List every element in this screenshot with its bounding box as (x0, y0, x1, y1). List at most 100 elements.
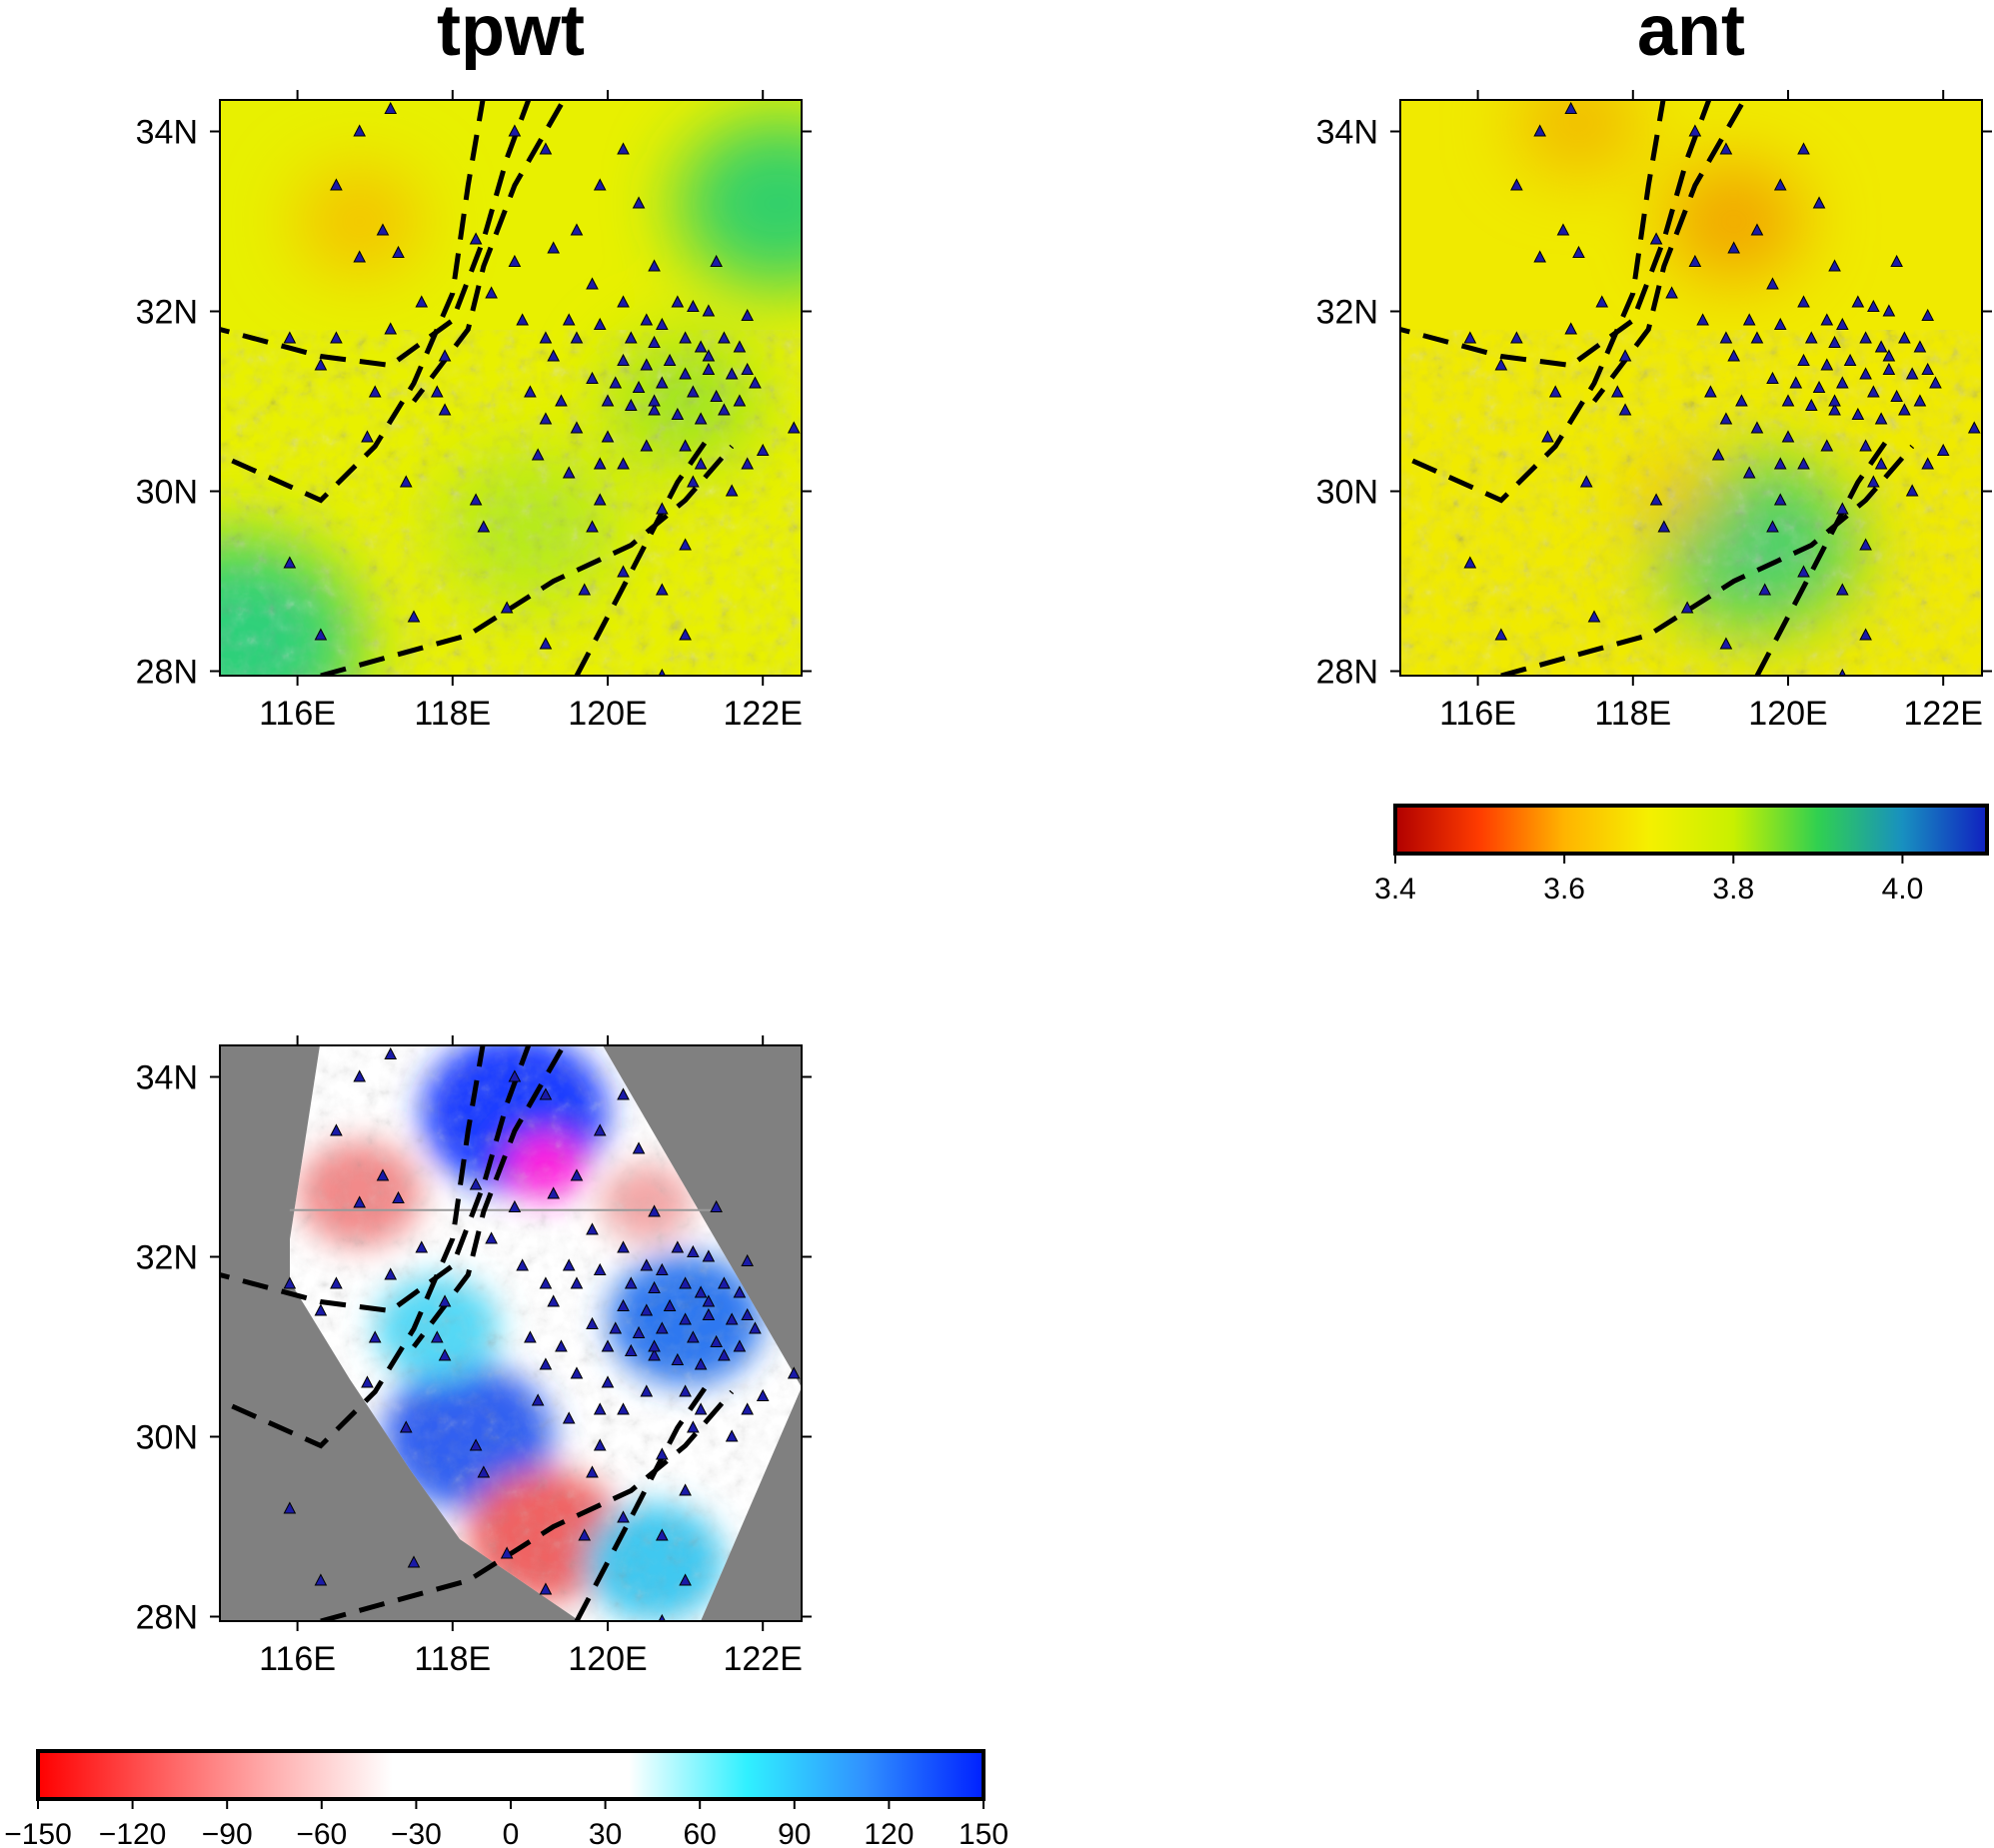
station-triangle-icon (663, 353, 677, 366)
map-panel-ant: ant 116E 118E 120E 122E 34N 32N 30N 28N (1316, 0, 1992, 733)
colorbar-difference: −150 −120 −90 −60 −30 0 30 60 90 120 150 (4, 1749, 1008, 1848)
station-triangle-icon (586, 1222, 599, 1235)
station-triangle-icon (1898, 331, 1911, 344)
station-triangle-icon (353, 124, 367, 137)
station-triangle-icon (500, 601, 514, 614)
station-triangle-icon (539, 1357, 553, 1370)
colorbar-tick-label: 90 (778, 1818, 811, 1848)
station-triangle-icon (1828, 394, 1841, 407)
station-triangle-icon (1874, 457, 1888, 470)
colorbar-tick-label: −60 (296, 1818, 347, 1848)
station-triangle-icon (624, 331, 638, 344)
station-triangle-icon (376, 223, 390, 236)
station-triangle-icon (632, 1141, 646, 1154)
station-triangle-icon (353, 1195, 367, 1208)
station-triangle-icon (702, 362, 716, 375)
station-triangle-icon (640, 1384, 654, 1397)
station-triangle-icon (749, 376, 762, 389)
station-triangle-icon (617, 1298, 630, 1311)
station-triangle-icon (1719, 637, 1733, 650)
station-triangle-icon (1618, 403, 1632, 416)
station-triangle-icon (725, 367, 739, 380)
station-triangle-icon (353, 1069, 367, 1082)
station-triangle-icon (632, 1325, 646, 1338)
station-triangle-icon (1727, 241, 1741, 254)
y-tick-label: 30N (136, 1419, 198, 1457)
station-triangle-icon (539, 412, 553, 425)
fault-line (320, 444, 735, 676)
station-triangle-icon (655, 1447, 669, 1460)
station-triangle-icon (710, 1334, 723, 1347)
station-triangle-icon (718, 403, 731, 416)
station-triangle-icon (1967, 421, 1981, 434)
station-triangle-icon (1463, 556, 1477, 569)
station-triangle-icon (392, 1190, 405, 1203)
station-triangle-icon (733, 1339, 747, 1352)
station-triangle-icon (1773, 493, 1787, 506)
station-triangle-icon (1680, 601, 1694, 614)
station-triangle-icon (531, 1393, 545, 1406)
colorbar-tick-label: 120 (864, 1818, 914, 1848)
station-triangle-icon (741, 1402, 755, 1415)
station-triangle-icon (283, 1501, 297, 1514)
station-triangle-icon (1859, 628, 1872, 641)
station-triangle-icon (1750, 421, 1764, 434)
station-triangle-icon (741, 1253, 755, 1266)
station-triangle-icon (694, 412, 708, 425)
fault-line (1592, 103, 1744, 404)
station-triangle-icon (1564, 322, 1578, 335)
station-triangle-icon (756, 1388, 770, 1401)
station-triangle-icon (1789, 376, 1803, 389)
station-triangle-icon (1719, 412, 1733, 425)
station-triangle-icon (655, 502, 669, 515)
fault-line (220, 1045, 532, 1314)
station-triangle-icon (1742, 466, 1756, 479)
station-triangle-icon (1773, 178, 1787, 191)
colorbar-tick-label: 3.8 (1712, 873, 1754, 906)
station-triangle-icon (314, 1303, 328, 1316)
x-tick-label: 118E (1594, 695, 1671, 733)
station-triangle-icon (1874, 340, 1888, 353)
colorbar-velocity-bar (1393, 804, 1989, 856)
station-triangle-icon (1867, 385, 1880, 398)
station-triangle-icon (570, 1366, 584, 1379)
station-triangle-icon (524, 1330, 537, 1343)
fault-line (1754, 436, 1891, 676)
station-triangle-icon (1913, 340, 1927, 353)
fault-line (1500, 444, 1915, 676)
station-triangle-icon (1750, 331, 1764, 344)
station-triangle-icon (407, 610, 421, 623)
fault-line (574, 1381, 711, 1621)
fault-line (1400, 100, 1712, 369)
y-tick-label: 30N (136, 474, 198, 512)
station-triangle-icon (1859, 538, 1872, 551)
station-triangle-icon (330, 1276, 343, 1289)
station-triangle-icon (524, 385, 537, 398)
map-frame (1399, 99, 1983, 677)
station-triangle-icon (655, 583, 669, 596)
station-triangle-icon (392, 245, 405, 258)
station-triangle-icon (368, 1330, 382, 1343)
station-triangle-icon (562, 1258, 576, 1271)
station-triangle-icon (1533, 124, 1547, 137)
station-triangle-icon (1820, 439, 1834, 452)
station-triangle-icon (601, 394, 615, 407)
station-triangle-icon (601, 1339, 615, 1352)
station-triangle-icon (1797, 295, 1810, 308)
station-triangle-icon (1548, 385, 1562, 398)
map-panel-tpwt: tpwt 116E 118E 120E 122E 34N 32N 30N 28N (136, 0, 812, 733)
station-triangle-icon (586, 1316, 599, 1329)
station-triangle-icon (1797, 142, 1810, 155)
station-triangle-icon (1719, 142, 1733, 155)
station-triangle-icon (1704, 385, 1717, 398)
station-triangle-icon (1882, 349, 1896, 362)
station-triangle-icon (1913, 394, 1927, 407)
colorbar-tick-label: 30 (589, 1818, 622, 1848)
station-triangle-icon (330, 1123, 343, 1136)
station-triangle-icon (1510, 178, 1523, 191)
station-triangle-icon (655, 1321, 669, 1334)
station-triangle-icon (687, 299, 700, 312)
station-triangle-icon (485, 286, 498, 299)
station-triangle-icon (1828, 335, 1841, 348)
station-triangle-icon (749, 1321, 762, 1334)
